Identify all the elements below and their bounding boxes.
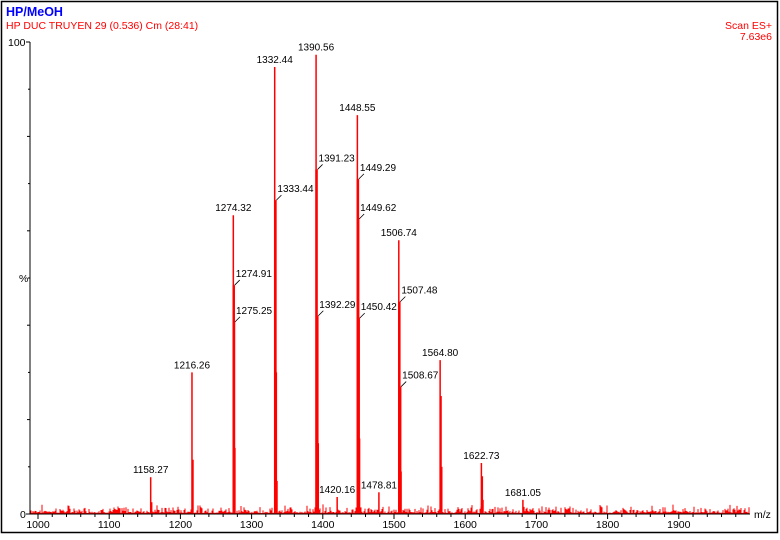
peak-label-leader xyxy=(276,194,282,201)
peak-label-leader xyxy=(358,173,365,180)
x-tick-label: 1400 xyxy=(311,519,335,531)
peak-label: 1274.32 xyxy=(215,203,252,214)
y-tick-0: 0 xyxy=(20,509,26,521)
peak-label-leader xyxy=(400,296,406,302)
peaks xyxy=(149,54,525,514)
baseline-noise xyxy=(30,504,750,514)
peak-labels: 1158.27 1216.26 1274.32 1274.91 1275.25 1332.… xyxy=(133,43,541,499)
x-tick-label: 1700 xyxy=(525,519,549,531)
peak-label: 1450.42 xyxy=(361,302,398,313)
peak-label: 1274.91 xyxy=(236,269,273,280)
peak-label: 1420.16 xyxy=(319,485,356,496)
peak-label: 1478.81 xyxy=(361,480,398,491)
x-tick-label: 1200 xyxy=(169,519,193,531)
peak-label-leader xyxy=(317,164,323,170)
chart-title: HP/MeOH xyxy=(6,5,63,19)
x-tick-label: 1800 xyxy=(596,519,620,531)
peak-label: 1390.56 xyxy=(298,43,335,54)
peak-label: 1275.25 xyxy=(236,306,273,317)
peak-label-leader xyxy=(234,279,241,286)
y-axis-label: % xyxy=(19,273,28,285)
y-tick-100: 100 xyxy=(8,37,26,49)
peak-label-leader xyxy=(358,213,365,220)
x-tick-label: 1600 xyxy=(454,519,478,531)
peak-label: 1506.74 xyxy=(381,228,418,239)
peak-label: 1449.62 xyxy=(360,203,397,214)
peak-label: 1333.44 xyxy=(277,184,314,195)
peak-label: 1448.55 xyxy=(339,103,376,114)
base-intensity: 7.63e6 xyxy=(740,31,772,43)
peak-label-leader xyxy=(234,316,241,323)
peak-label-leader xyxy=(318,310,324,317)
peak-label: 1158.27 xyxy=(133,465,169,476)
peak-label: 1681.05 xyxy=(505,488,542,499)
noise-trace xyxy=(30,504,750,514)
x-tick-label: 1300 xyxy=(240,519,264,531)
peak-label: 1508.67 xyxy=(402,371,439,382)
axes: 1000 1100 1200 1300 1400 1500 1600 1700 1800 1900 xyxy=(26,41,750,531)
x-axis-label: m/z xyxy=(754,509,771,521)
peak-label: 1332.44 xyxy=(257,55,294,66)
peak-label-leader xyxy=(359,312,365,319)
peak-label: 1507.48 xyxy=(401,286,438,297)
x-tick-label: 1900 xyxy=(667,519,691,531)
scan-mode: Scan ES+ xyxy=(725,20,772,32)
chart-subtitle: HP DUC TRUYEN 29 (0.536) Cm (28:41) xyxy=(6,20,198,32)
peak-label: 1622.73 xyxy=(463,451,500,462)
peak-label: 1564.80 xyxy=(422,348,459,359)
peak-label: 1449.29 xyxy=(360,163,397,174)
x-tick-label: 1500 xyxy=(382,519,406,531)
peak-label: 1391.23 xyxy=(319,153,356,164)
peak-label-leader xyxy=(400,381,407,387)
peak-label: 1392.29 xyxy=(319,300,356,311)
peak-label: 1216.26 xyxy=(174,360,211,371)
x-tick-label: 1000 xyxy=(26,519,50,531)
x-tick-label: 1100 xyxy=(98,519,121,531)
